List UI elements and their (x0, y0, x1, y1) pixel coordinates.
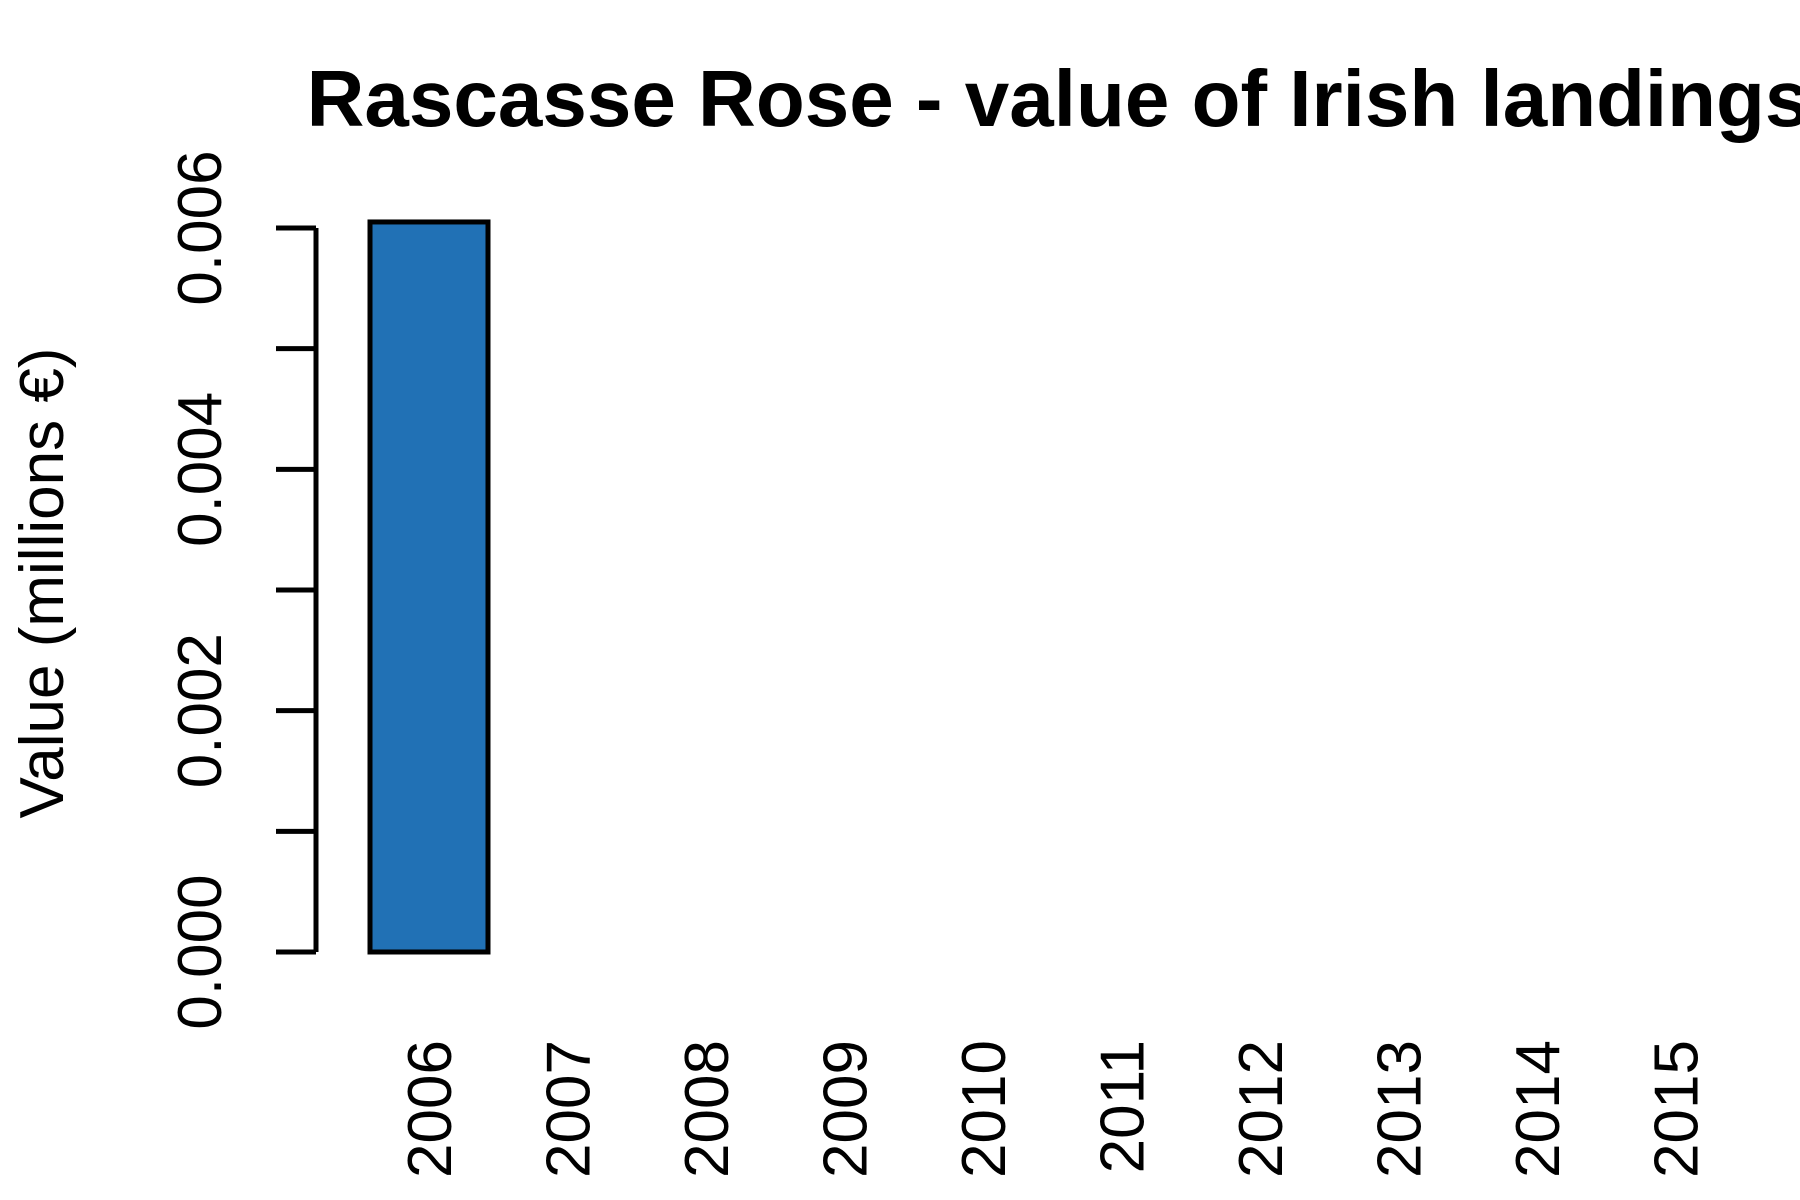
y-tick-label: 0.000 (166, 874, 235, 1029)
y-axis: 0.000 0.002 0.004 0.006 (166, 150, 319, 1030)
y-tick-label: 0.002 (166, 633, 235, 788)
x-tick-label: 2015 (1643, 1040, 1712, 1178)
x-tick-label: 2007 (535, 1040, 604, 1178)
y-axis-label: Value (millions €) (8, 348, 77, 819)
x-tick-label: 2014 (1504, 1040, 1573, 1178)
y-tick-label: 0.006 (166, 150, 235, 305)
x-tick-label: 2012 (1227, 1040, 1296, 1178)
y-tick-label: 0.004 (166, 392, 235, 547)
x-tick-label: 2010 (950, 1040, 1019, 1178)
x-tick-label: 2009 (812, 1040, 881, 1178)
x-tick-label: 2013 (1366, 1040, 1435, 1178)
bar-2006 (367, 219, 491, 955)
x-tick-label: 2011 (1089, 1040, 1158, 1173)
chart-title: Rascasse Rose - value of Irish landings (307, 54, 1800, 143)
x-tick-labels: 2006 2007 2008 2009 2010 2011 2012 2013 2014 2015 (396, 1040, 1712, 1178)
x-tick-label: 2008 (673, 1040, 742, 1178)
x-tick-label: 2006 (396, 1040, 465, 1178)
bars (367, 219, 491, 955)
